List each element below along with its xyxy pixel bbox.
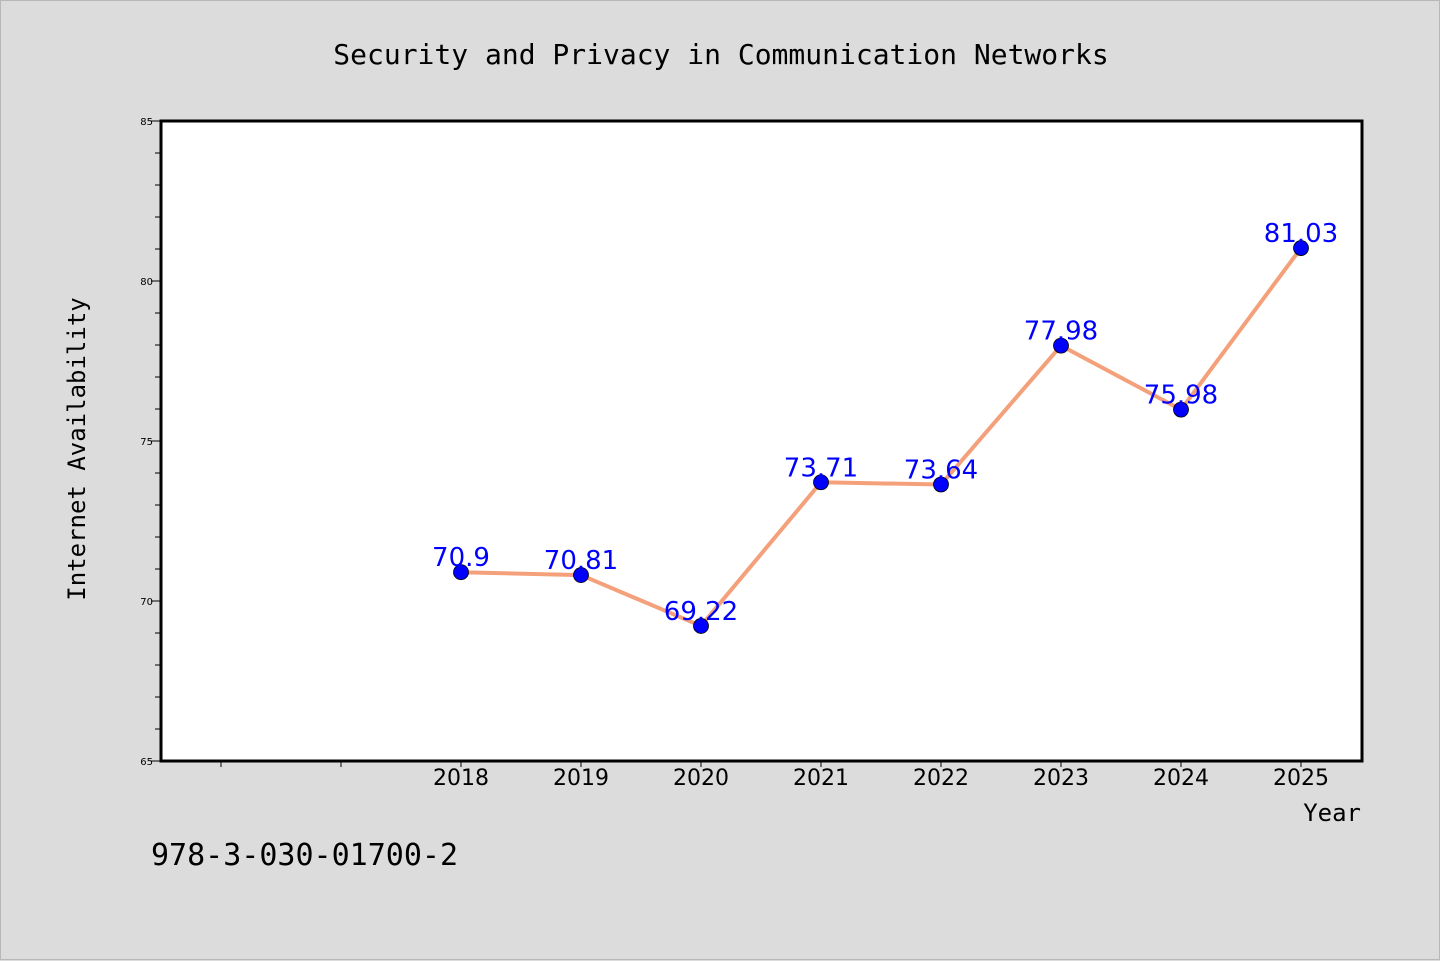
data-point-marker — [693, 618, 709, 634]
data-point-marker — [453, 564, 469, 581]
y-tick-label: 85 — [140, 117, 153, 128]
x-tick-label: 2023 — [1033, 766, 1089, 791]
plot-area — [159, 119, 1364, 763]
footer-isbn: 978-3-030-01700-2 — [151, 838, 458, 873]
y-tick-label: 70 — [140, 597, 153, 608]
x-tick-label: 2025 — [1273, 766, 1329, 791]
data-point-marker — [1293, 240, 1309, 256]
data-label: 75.98 — [1144, 381, 1218, 411]
x-tick-label: 2019 — [553, 766, 609, 791]
data-label: 73.71 — [784, 453, 858, 483]
y-tick-label: 65 — [140, 757, 153, 768]
data-label: 77.98 — [1024, 317, 1098, 347]
y-axis: 65 70 75 80 85 — [140, 117, 161, 768]
x-axis: 2018 2019 2020 2021 2022 2023 2024 2025 — [220, 761, 1329, 791]
data-point-marker — [813, 474, 829, 491]
x-tick-label: 2022 — [913, 766, 969, 791]
data-point-marker — [573, 567, 589, 583]
x-tick-label: 2024 — [1153, 766, 1209, 791]
data-label: 70.81 — [544, 546, 618, 576]
series-line — [459, 246, 1303, 628]
x-axis-label: Year — [1303, 799, 1361, 827]
y-tick-label: 75 — [140, 437, 153, 448]
data-point-marker — [1053, 337, 1069, 354]
chart-title: Security and Privacy in Communication Ne… — [333, 38, 1108, 71]
data-label: 69.22 — [664, 597, 738, 627]
data-label: 81.03 — [1264, 219, 1338, 249]
data-label: 73.64 — [904, 456, 978, 486]
data-point-marker — [933, 476, 949, 493]
data-label-layer: 70.9 70.81 69.22 73.71 73.64 77.98 75.98 81.03 — [432, 219, 1338, 627]
x-tick-label: 2020 — [673, 766, 729, 791]
x-tick-label: 2018 — [433, 766, 489, 791]
y-axis-label: Internet Availability — [63, 297, 91, 600]
data-label: 70.9 — [432, 543, 490, 573]
x-tick-label: 2021 — [793, 766, 849, 791]
data-point-marker — [1173, 401, 1189, 418]
series-layer — [453, 240, 1309, 634]
y-tick-label: 80 — [140, 277, 153, 288]
